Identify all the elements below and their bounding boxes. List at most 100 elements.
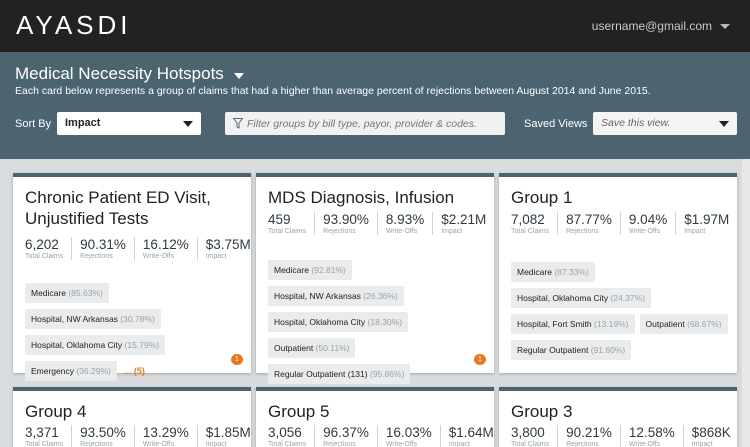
tag-chip[interactable]: Hospital, Oklahoma City (15.79%) (25, 335, 166, 355)
card-title: Group 1 (511, 188, 573, 207)
tag-chip[interactable]: Hospital, Fort Smith (13.19%) (511, 314, 635, 334)
page-subtitle: Each card below represents a group of cl… (15, 85, 651, 97)
top-bar: AYASDI username@gmail.com (0, 0, 750, 52)
tag-percent: (50.11%) (315, 343, 350, 353)
tag-chip[interactable]: Hospital, NW Arkansas (26.36%) (268, 286, 404, 306)
tag-name: Regular Outpatient (131) (274, 369, 368, 379)
card-stats: 6,202 Total Claims 90.31% Rejections 16.… (25, 237, 251, 260)
tag-chip[interactable]: Regular Outpatient (131) (95.86%) (268, 364, 411, 384)
stat-value: 13.29% (142, 425, 189, 440)
stat-rejections: 90.21% Rejections (566, 425, 621, 447)
stat-write-offs: 13.29% Write-Offs (143, 425, 198, 447)
stat-impact: $2.21M Impact (441, 212, 486, 235)
stat-value: 9.04% (628, 212, 668, 227)
tag-name: Hospital, Oklahoma City (274, 317, 366, 327)
stat-total-claims: 6,202 Total Claims (25, 237, 73, 260)
group-card[interactable]: Group 1 7,082 Total Claims 87.77% Reject… (499, 173, 737, 373)
tag-percent: (13.19%) (594, 319, 629, 329)
stat-value: 3,800 (511, 425, 545, 440)
scrollbar[interactable] (742, 159, 750, 447)
filter-box[interactable] (225, 112, 505, 135)
group-card[interactable]: Group 5 3,056 Total Claims 96.37% Reject… (256, 387, 494, 447)
tag-name: Hospital, NW Arkansas (274, 291, 361, 301)
stat-label: Impact (691, 441, 713, 447)
group-card[interactable]: Group 3 3,800 Total Claims 90.21% Reject… (499, 387, 737, 447)
stat-rejections: 96.37% Rejections (323, 425, 378, 447)
tag-percent: (18.30%) (367, 317, 403, 327)
card-tags: Medicare (92.81%) Hospital, NW Arkansas … (268, 260, 486, 384)
tag-chip[interactable]: Medicare (87.33%) (511, 262, 595, 282)
stat-value: 93.90% (323, 212, 369, 227)
comment-icon[interactable]: 1 (474, 354, 486, 365)
stat-impact: $1.97M Impact (684, 212, 729, 235)
stat-total-claims: 7,082 Total Claims (511, 212, 559, 235)
tag-name: Medicare (274, 265, 309, 275)
stat-label: Rejections (323, 228, 356, 235)
tag-chip[interactable]: Hospital, NW Arkansas (30.78%) (25, 309, 161, 329)
stat-label: Rejections (323, 441, 356, 447)
comment-icon[interactable]: 1 (231, 354, 243, 365)
stat-value: 96.37% (323, 425, 369, 440)
tag-chip[interactable]: Outpatient (50.11%) (268, 338, 356, 358)
tag-chip[interactable]: Hospital, Oklahoma City (18.30%) (268, 312, 409, 332)
stat-value: $1.85M (205, 425, 251, 440)
sort-by-select[interactable]: Impact (57, 112, 201, 135)
card-title: Group 4 (25, 402, 87, 421)
tag-chip[interactable]: Medicare (92.81%) (268, 260, 352, 280)
more-tags-link[interactable]: ... (5) (123, 366, 145, 376)
stat-value: $1.97M (684, 212, 730, 227)
stat-label: Rejections (80, 441, 113, 447)
group-card[interactable]: Group 4 3,371 Total Claims 93.50% Reject… (13, 387, 251, 447)
stat-value: 16.03% (385, 425, 432, 440)
tag-chip[interactable]: Outpatient (68.67%) (639, 314, 728, 334)
stat-label: Write-Offs (385, 228, 418, 235)
page-title-dropdown[interactable]: Medical Necessity Hotspots (15, 64, 244, 84)
group-card[interactable]: Chronic Patient ED Visit, Unjustified Te… (13, 173, 251, 381)
stat-value: 8.93% (385, 212, 425, 227)
tag-percent: (95.86%) (369, 369, 405, 379)
stat-total-claims: 3,371 Total Claims (25, 425, 73, 447)
stat-rejections: 93.90% Rejections (323, 212, 378, 235)
user-menu[interactable]: username@gmail.com (592, 19, 730, 33)
tag-percent: (36.29%) (76, 366, 111, 376)
tag-name: Hospital, NW Arkansas (31, 314, 118, 324)
stat-label: Impact (205, 253, 227, 260)
stat-value: 3,056 (268, 425, 302, 440)
stat-write-offs: 16.12% Write-Offs (143, 237, 198, 260)
tag-chip[interactable]: Regular Outpatient (91.60%) (511, 340, 632, 360)
stat-value: 16.12% (142, 237, 189, 252)
page-header: Medical Necessity Hotspots Each card bel… (0, 52, 750, 159)
stat-value: $1.64M (448, 425, 494, 440)
stat-value: 93.50% (80, 425, 126, 440)
stat-value: 12.58% (628, 425, 675, 440)
tag-percent: (92.81%) (311, 265, 346, 275)
chevron-down-icon (233, 72, 244, 79)
group-card[interactable]: MDS Diagnosis, Infusion 459 Total Claims… (256, 173, 494, 384)
tag-name: Medicare (517, 267, 552, 277)
stat-label: Write-Offs (142, 253, 175, 260)
stat-label: Impact (441, 228, 463, 235)
tag-name: Emergency (31, 366, 74, 376)
stat-value: 7,082 (511, 212, 545, 227)
tag-percent: (87.33%) (554, 267, 589, 277)
tag-chip[interactable]: Hospital, Oklahoma City (24.37%) (511, 288, 652, 308)
filter-input[interactable] (247, 112, 497, 135)
card-tags: Medicare (87.33%) Hospital, Oklahoma Cit… (511, 262, 729, 360)
tag-name: Hospital, Fort Smith (517, 319, 592, 329)
stat-value: 90.31% (80, 237, 126, 252)
page-title: Medical Necessity Hotspots (15, 64, 224, 83)
stat-total-claims: 459 Total Claims (268, 212, 316, 235)
sort-by-value: Impact (65, 117, 101, 129)
stat-label: Rejections (80, 253, 113, 260)
saved-views-placeholder: Save this view. (601, 117, 671, 129)
stat-label: Impact (684, 228, 706, 235)
saved-views-select[interactable]: Save this view. (593, 112, 737, 135)
stat-label: Total Claims (268, 441, 307, 447)
ayasdi-logo[interactable]: AYASDI (16, 10, 132, 40)
tag-chip[interactable]: Emergency (36.29%) (25, 361, 117, 381)
stat-label: Total Claims (25, 441, 64, 447)
stat-label: Total Claims (268, 228, 307, 235)
chevron-down-icon (183, 121, 193, 127)
tag-name: Outpatient (274, 343, 314, 353)
tag-chip[interactable]: Medicare (85.63%) (25, 283, 109, 303)
